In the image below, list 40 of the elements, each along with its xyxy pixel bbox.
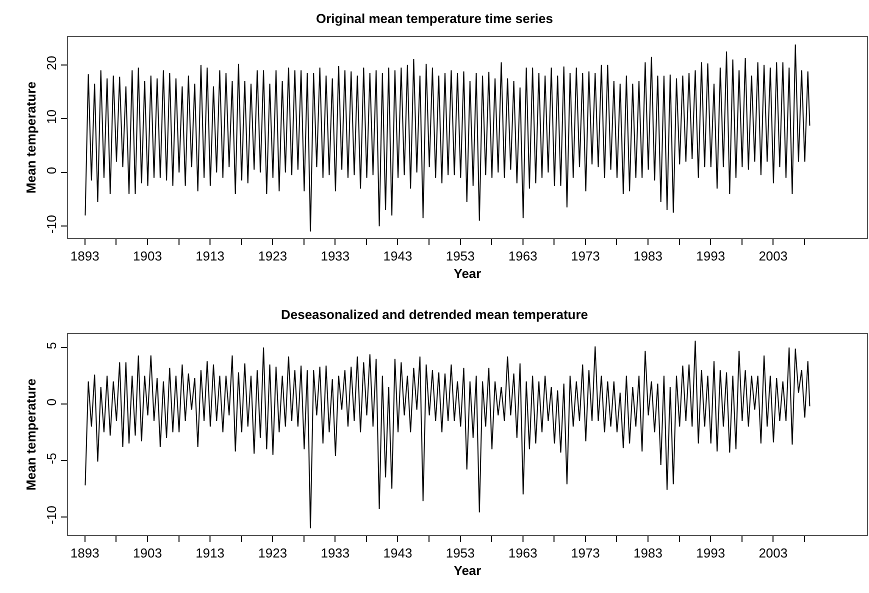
y-tick-label: 0	[44, 398, 59, 406]
x-tick-label: 1993	[696, 546, 726, 561]
x-tick-label: 1913	[196, 546, 224, 561]
chart-title: Original mean temperature time series	[316, 11, 553, 26]
y-tick-label: -10	[44, 506, 59, 524]
x-tick-label: 1923	[258, 546, 288, 561]
y-tick-label: -5	[44, 452, 59, 464]
x-tick-label: 1973	[570, 248, 600, 264]
x-tick-label: 1963	[508, 248, 538, 264]
y-tick-label: 20	[44, 56, 59, 70]
x-tick-label: 1993	[696, 248, 726, 264]
x-tick-label: 2003	[758, 248, 788, 264]
x-tick-label: 1893	[70, 248, 100, 264]
y-axis-title: Mean temperature	[24, 378, 39, 490]
y-tick-label: -10	[44, 214, 59, 234]
x-tick-label: 1923	[258, 248, 288, 264]
x-tick-label: 1943	[383, 546, 412, 561]
y-tick-label: 0	[44, 166, 59, 174]
x-tick-label: 1983	[634, 546, 662, 561]
line-series	[84, 340, 810, 529]
x-axis-title: Year	[454, 266, 482, 282]
x-tick-label: 1983	[634, 248, 662, 264]
x-tick-label: 1933	[320, 546, 350, 561]
x-tick-label: 1903	[133, 546, 162, 561]
chart-title: Deseasonalized and detrended mean temperature	[280, 307, 588, 322]
y-tick-label: 10	[44, 110, 59, 124]
x-tick-label: 1933	[320, 248, 350, 264]
x-tick-label: 1913	[196, 248, 224, 264]
x-tick-label: 1973	[570, 546, 600, 561]
x-tick-label: 2003	[758, 546, 788, 561]
x-axis-title: Year	[454, 563, 482, 578]
x-tick-label: 1943	[383, 248, 412, 264]
x-tick-label: 1953	[446, 546, 475, 561]
y-tick-label: 5	[44, 342, 59, 350]
x-tick-label: 1953	[446, 248, 475, 264]
x-tick-label: 1893	[70, 546, 100, 561]
x-tick-label: 1903	[133, 248, 162, 264]
y-axis-title: Mean temperature	[24, 82, 39, 194]
x-tick-label: 1963	[508, 546, 538, 561]
line-series	[84, 44, 810, 232]
